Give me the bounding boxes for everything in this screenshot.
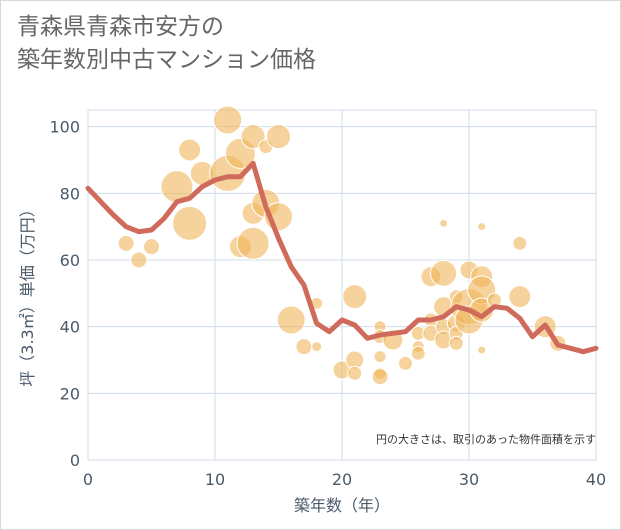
bubble-point [178, 138, 202, 162]
bubble-size-note: 円の大きさは、取引のあった物件面積を示す [376, 432, 596, 446]
bubble-point [439, 218, 449, 228]
bubble-point [117, 234, 135, 252]
bubble-point [477, 222, 487, 232]
bubble-point [477, 345, 487, 355]
bubble-point [508, 285, 532, 309]
y-tick-label: 40 [60, 318, 80, 337]
x-tick-label: 30 [459, 470, 479, 489]
bubble-point [448, 335, 464, 351]
average-price-line [85, 160, 599, 355]
chart-title: 青森県青森市安方の 築年数別中古マンション価格 [17, 11, 316, 77]
bubble-point [373, 350, 387, 364]
y-tick-label: 20 [60, 384, 80, 403]
bubble-point [430, 259, 458, 287]
bubble-layer [117, 105, 567, 386]
bubble-point [371, 368, 389, 386]
bubble-point [342, 284, 368, 310]
y-tick-label: 80 [60, 184, 80, 203]
bubble-point [410, 345, 426, 361]
bubble-point [347, 365, 363, 381]
y-tick-label: 100 [49, 118, 80, 137]
bubble-point [172, 205, 208, 241]
bubble-point [512, 235, 528, 251]
bubble-point [213, 105, 243, 135]
x-tick-label: 20 [332, 470, 352, 489]
x-tick-label: 10 [205, 470, 225, 489]
bubble-point [143, 238, 160, 256]
bubble-point [130, 251, 148, 269]
chart-title-line2: 築年数別中古マンション価格 [17, 47, 316, 73]
bubble-point [236, 226, 270, 260]
grid-lines [87, 109, 597, 461]
y-tick-label: 60 [60, 251, 80, 270]
x-axis-label: 築年数（年） [294, 496, 390, 515]
tick-labels: 0 20 40 60 80 100 0 10 20 30 40 [49, 118, 606, 489]
bubble-point [398, 355, 413, 371]
x-tick-label: 0 [83, 470, 93, 489]
y-tick-label: 0 [70, 451, 80, 470]
bubble-point [311, 341, 323, 353]
x-tick-label: 40 [586, 470, 606, 489]
chart-title-line1: 青森県青森市安方の [17, 14, 224, 40]
bubble-point [295, 338, 313, 356]
bubble-point [240, 124, 266, 150]
bubble-point [276, 305, 306, 335]
bubble-point [266, 124, 291, 150]
y-axis-label: 坪（3.3㎡）単価（万円） [18, 201, 37, 386]
